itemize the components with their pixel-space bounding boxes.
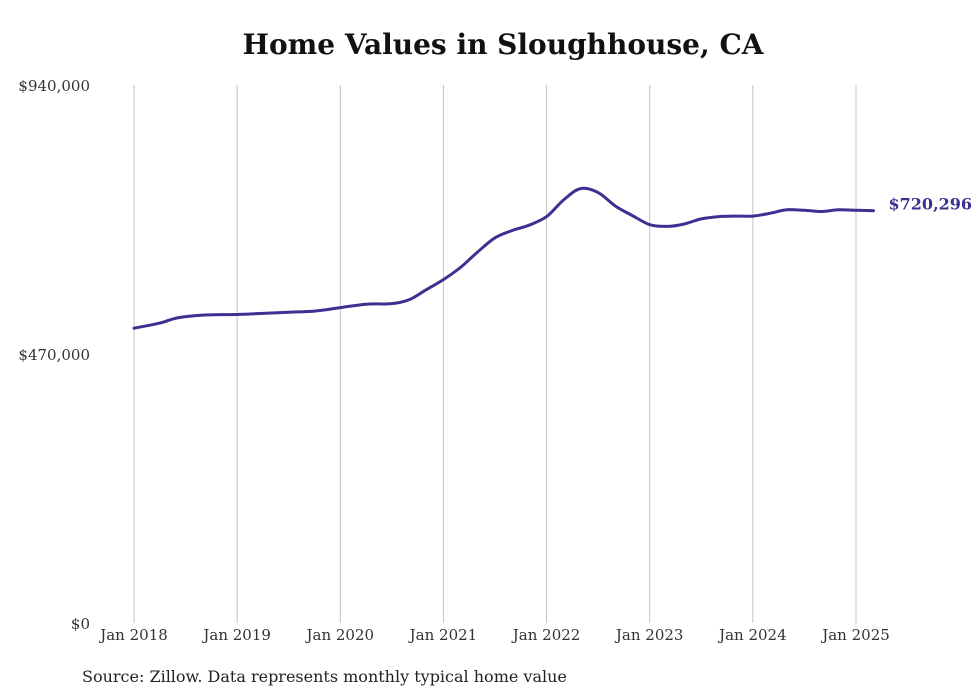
series-line-0 [132,186,875,330]
x-tick-label: Jan 2023 [614,626,684,644]
y-tick-label: $0 [71,615,90,633]
x-tick-label: Jan 2018 [98,626,168,644]
x-tick-label: Jan 2022 [511,626,581,644]
x-tick-label: Jan 2020 [305,626,375,644]
x-tick-label: Jan 2019 [201,626,271,644]
y-tick-label: $940,000 [18,77,90,95]
x-tick-label: Jan 2021 [408,626,478,644]
y-axis-ticks: $0 $470,000 $940,000 [18,77,90,633]
gridlines [133,85,857,623]
y-tick-label: $470,000 [18,346,90,364]
end-value-label: $720,296 [889,195,973,214]
series-layer: $720,296 [132,186,973,330]
chart-title: Home Values in Sloughhouse, CA [242,28,764,61]
x-tick-label: Jan 2025 [820,626,890,644]
source-note: Source: Zillow. Data represents monthly … [82,667,567,686]
x-axis-ticks: Jan 2018 Jan 2019 Jan 2020 Jan 2021 Jan 2022… [98,626,890,644]
x-tick-label: Jan 2024 [717,626,787,644]
